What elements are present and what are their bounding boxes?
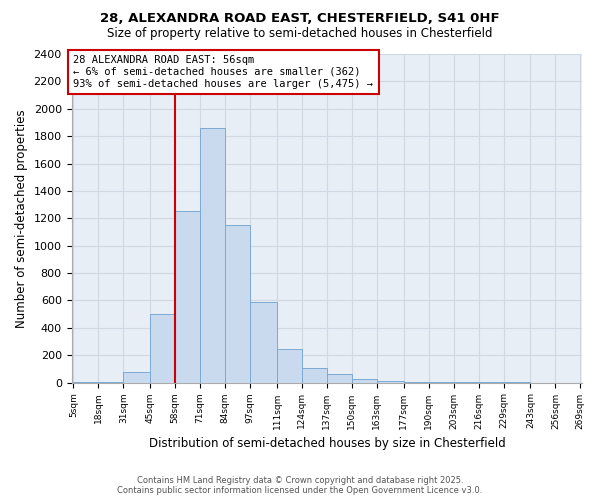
X-axis label: Distribution of semi-detached houses by size in Chesterfield: Distribution of semi-detached houses by … — [149, 437, 505, 450]
Bar — [225, 225, 250, 382]
Bar — [124, 372, 150, 382]
Text: 28 ALEXANDRA ROAD EAST: 56sqm
← 6% of semi-detached houses are smaller (362)
93%: 28 ALEXANDRA ROAD EAST: 56sqm ← 6% of se… — [73, 56, 373, 88]
Bar — [327, 374, 352, 382]
Bar — [352, 379, 377, 382]
Bar — [250, 302, 277, 382]
Bar — [150, 314, 175, 382]
Y-axis label: Number of semi-detached properties: Number of semi-detached properties — [15, 109, 28, 328]
Bar — [302, 368, 327, 382]
Text: Contains HM Land Registry data © Crown copyright and database right 2025.
Contai: Contains HM Land Registry data © Crown c… — [118, 476, 482, 495]
Text: Size of property relative to semi-detached houses in Chesterfield: Size of property relative to semi-detach… — [107, 28, 493, 40]
Bar — [277, 349, 302, 382]
Text: 28, ALEXANDRA ROAD EAST, CHESTERFIELD, S41 0HF: 28, ALEXANDRA ROAD EAST, CHESTERFIELD, S… — [100, 12, 500, 26]
Bar — [200, 128, 225, 382]
Bar — [175, 212, 200, 382]
